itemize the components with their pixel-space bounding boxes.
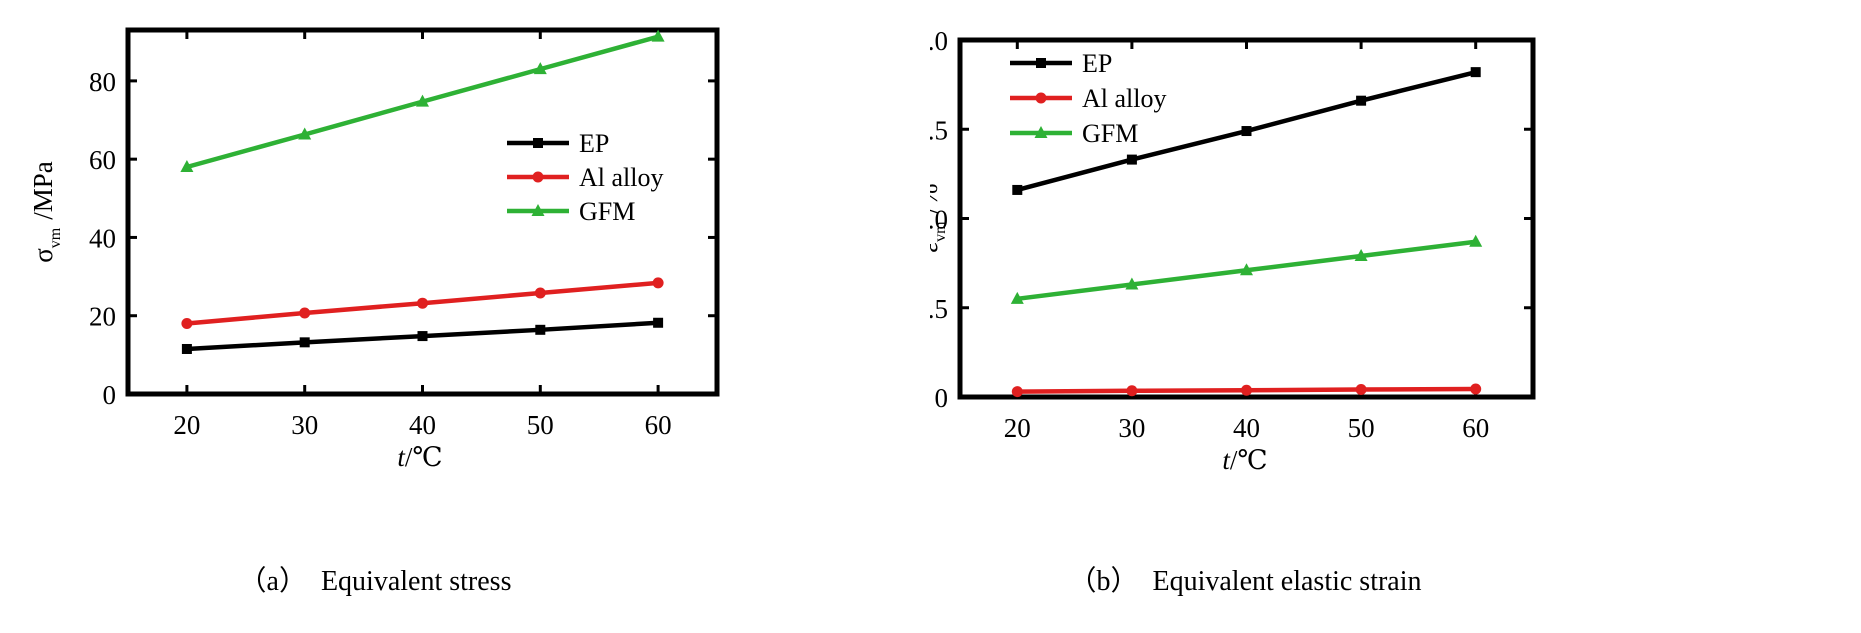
data-point: [535, 324, 546, 335]
x-axis-unit: /℃: [1230, 445, 1268, 475]
y-tick-label: 2.0: [930, 26, 948, 56]
data-point: [1470, 67, 1481, 78]
data-point: [417, 297, 428, 309]
data-point: [1241, 384, 1252, 396]
data-point: [534, 287, 546, 299]
x-tick-label: 30: [291, 410, 318, 440]
data-point: [180, 159, 194, 172]
legend: EP Al alloy GFM: [1010, 49, 1167, 148]
y-axis-subscript: vm: [47, 227, 64, 248]
legend-swatch-marker: [533, 138, 543, 148]
data-point: [1354, 248, 1368, 261]
data-point: [1355, 384, 1367, 396]
y-axis-unit: /%: [930, 183, 943, 213]
y-tick-label: 60: [89, 145, 116, 175]
data-point: [651, 29, 665, 42]
y-tick-label: 80: [89, 67, 116, 97]
series-gfm: [1010, 234, 1483, 304]
data-point: [1010, 291, 1024, 304]
data-point: [181, 318, 193, 330]
series-gfm: [180, 29, 665, 172]
x-tick-label: 20: [1004, 413, 1031, 443]
legend-label: EP: [579, 129, 609, 158]
y-tick-label: 40: [89, 223, 116, 253]
data-point: [1125, 277, 1139, 290]
legend-swatch-marker: [532, 171, 544, 183]
data-point: [1470, 383, 1482, 395]
y-axis-subscript: vm: [932, 221, 949, 242]
x-axis-symbol: t: [397, 442, 406, 472]
y-axis-unit: /MPa: [28, 161, 58, 220]
data-point: [298, 127, 312, 140]
series-ep: [1012, 67, 1481, 195]
panel-caption: （a） Equivalent stress: [239, 565, 512, 597]
x-tick-label: 50: [1348, 413, 1375, 443]
data-point: [1126, 154, 1137, 165]
data-point: [416, 94, 429, 107]
series-al-alloy: [181, 277, 664, 330]
x-axis-label: t/℃: [397, 442, 442, 472]
strain-chart: 20 30 40 50 60 0 0.5 1.0 1.5 2.0 EP Al alloy GFM t/℃ ε…: [930, 26, 1536, 597]
y-tick-label: 1.0: [930, 205, 948, 235]
x-tick-label: 30: [1118, 413, 1145, 443]
legend-label: Al alloy: [579, 163, 664, 192]
data-point: [181, 343, 192, 354]
data-point: [653, 317, 664, 328]
y-tick-label: 0.5: [930, 294, 948, 324]
x-axis-unit: /℃: [405, 442, 443, 472]
y-axis-symbol: σ: [28, 248, 58, 263]
y-axis-symbol: ε: [930, 242, 943, 253]
data-point: [533, 62, 547, 75]
data-point: [1126, 385, 1138, 397]
series-al-alloy: [1011, 383, 1482, 398]
data-point: [1011, 386, 1023, 398]
data-point: [1356, 95, 1367, 106]
legend-swatch-marker: [531, 204, 545, 216]
data-point: [299, 337, 310, 348]
legend-label: GFM: [579, 197, 635, 226]
y-tick-label: 20: [89, 302, 116, 332]
legend-swatch-marker: [1035, 92, 1047, 104]
legend-label: GFM: [1082, 119, 1138, 148]
legend-label: EP: [1082, 49, 1112, 78]
y-tick-label: 1.5: [930, 115, 948, 145]
data-point: [1012, 184, 1023, 195]
y-tick-label: 0: [935, 383, 949, 413]
data-point: [1240, 263, 1253, 276]
y-axis-label: σvm/MPa: [28, 161, 64, 263]
x-tick-label: 60: [645, 410, 672, 440]
panel-caption: （b） Equivalent elastic strain: [1068, 565, 1421, 597]
x-axis-label: t/℃: [1222, 445, 1267, 475]
stress-chart: 20 30 40 50 60 0 20 40 60 80 EP Al alloy GFM t/℃ σvm/M…: [28, 27, 720, 597]
data-point: [1469, 234, 1483, 247]
data-point: [299, 307, 311, 319]
x-axis-symbol: t: [1222, 445, 1231, 475]
x-tick-label: 20: [173, 410, 200, 440]
x-tick-label: 40: [1233, 413, 1260, 443]
legend-swatch-marker: [1034, 126, 1048, 138]
legend-swatch-marker: [1036, 58, 1046, 68]
data-point: [652, 277, 664, 289]
y-tick-label: 0: [103, 380, 117, 410]
y-axis-label: εvm /%: [930, 183, 949, 252]
x-tick-label: 40: [409, 410, 436, 440]
x-tick-label: 50: [527, 410, 554, 440]
legend: EP Al alloy GFM: [507, 129, 664, 226]
plot-frame: [957, 37, 1536, 400]
series-ep: [181, 317, 664, 354]
data-point: [1241, 126, 1252, 137]
data-point: [417, 331, 428, 342]
legend-label: Al alloy: [1082, 84, 1167, 113]
x-tick-label: 60: [1462, 413, 1489, 443]
